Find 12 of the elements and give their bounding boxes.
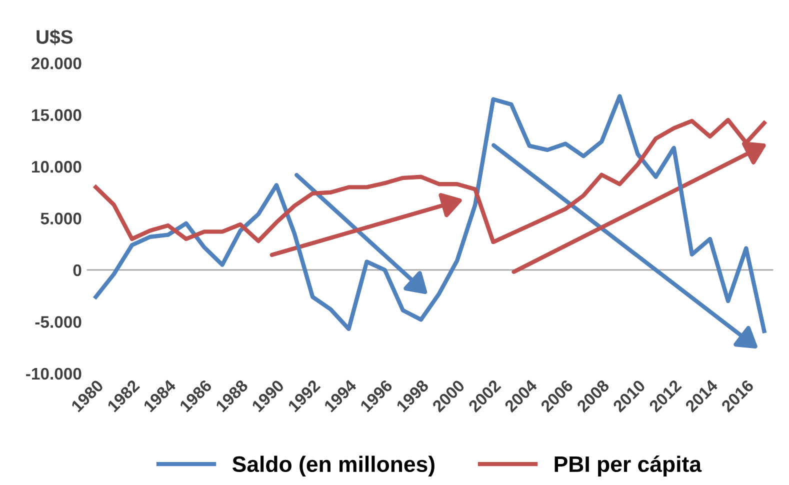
legend-label: Saldo (en millones) xyxy=(232,456,434,476)
line-series xyxy=(94,94,766,334)
y-tick-label: -10.000 xyxy=(26,368,82,380)
line-series xyxy=(94,118,766,244)
y-axis-title: U$S xyxy=(36,29,73,46)
legend-label: PBI per cápita xyxy=(554,456,702,476)
y-tick-label: 15.000 xyxy=(32,109,82,121)
y-tick-label: -5.000 xyxy=(35,316,82,328)
y-tick-label: 5.000 xyxy=(40,212,82,224)
y-tick-label: 20.000 xyxy=(32,57,82,70)
y-tick-label: 10.000 xyxy=(32,160,82,173)
y-tick-label: 0 xyxy=(73,264,82,276)
